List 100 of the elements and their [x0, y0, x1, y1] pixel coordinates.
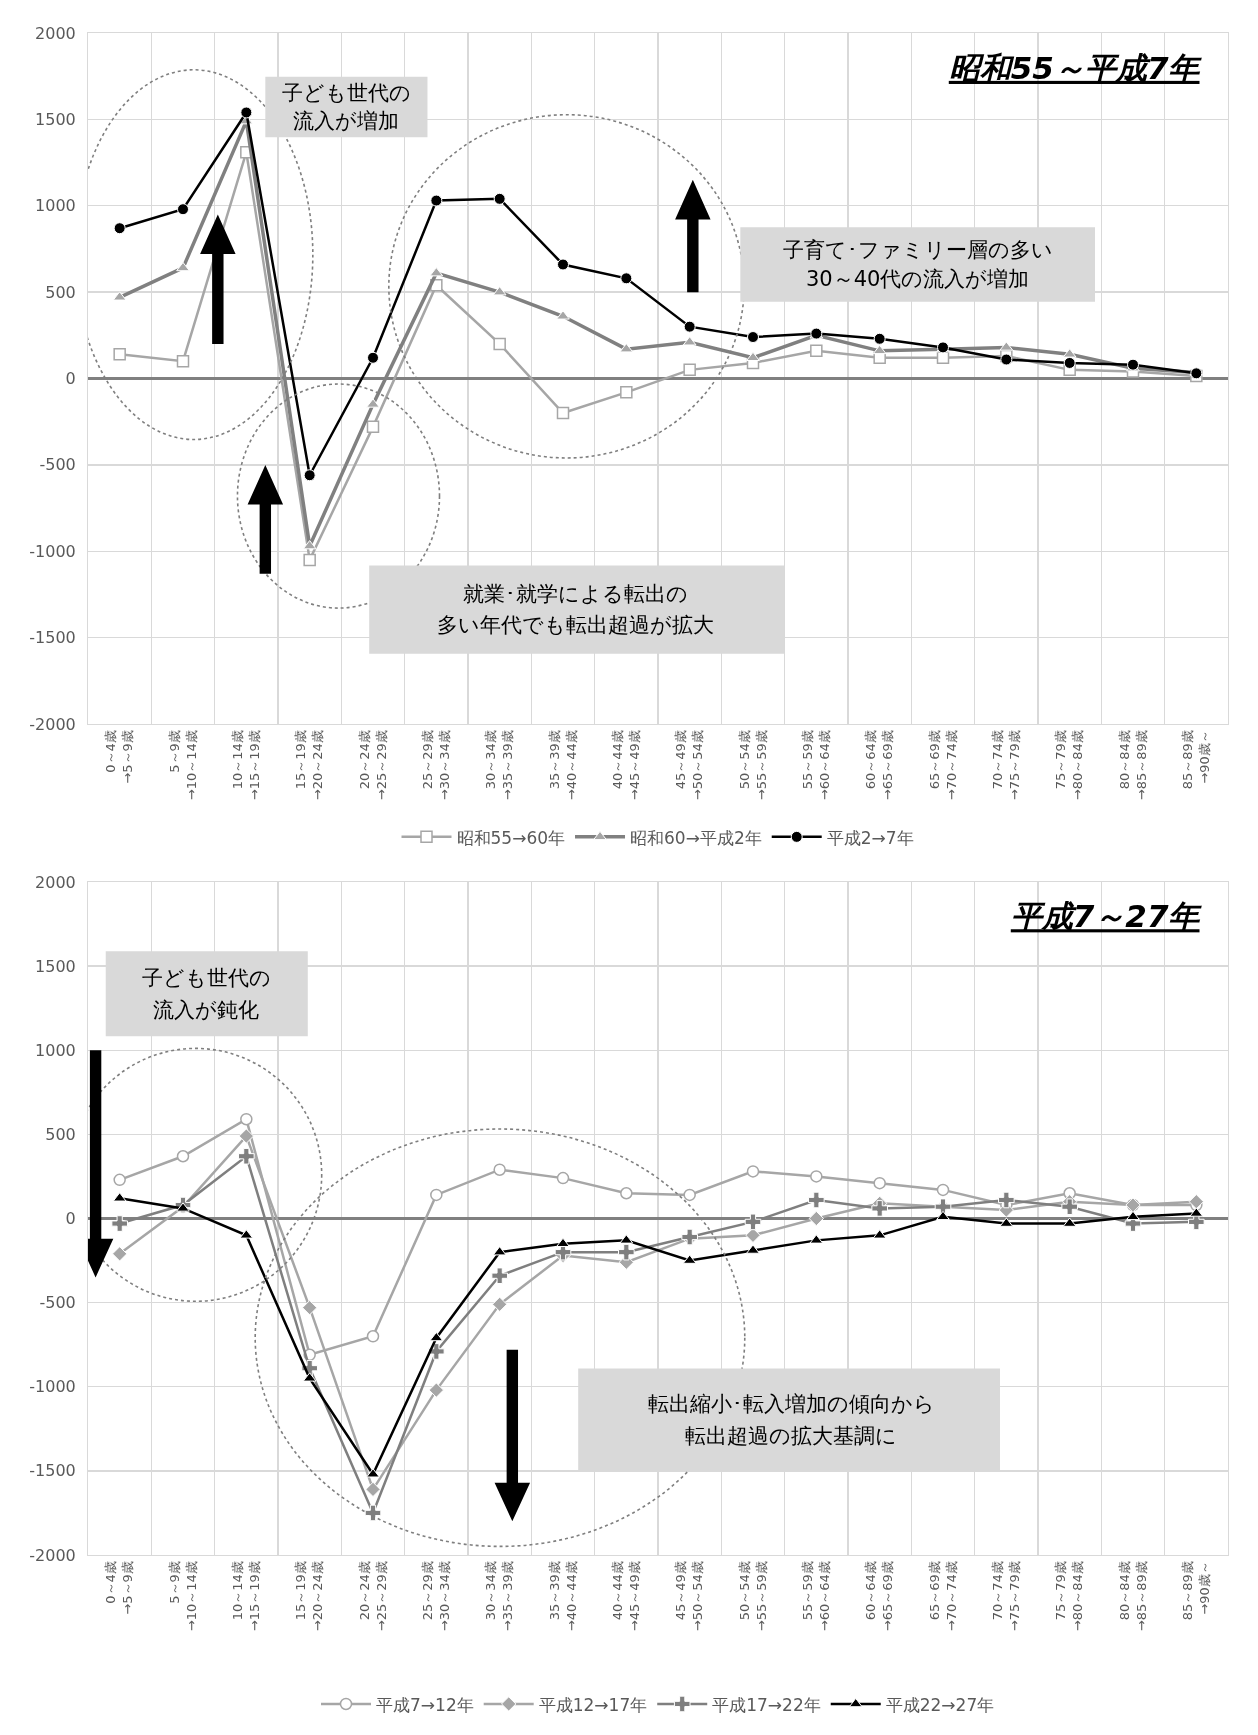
- legend-label: 昭和55→60年: [456, 827, 566, 848]
- point: [746, 351, 760, 362]
- x-tick-label: 55～59歳 →60～64歳: [800, 730, 833, 801]
- x-tick-label: 30～34歳 →35～39歳: [483, 1561, 516, 1632]
- point: [367, 351, 379, 364]
- y-tick-label: 500: [45, 282, 76, 302]
- x-tick-label: 80～84歳 →85～89歳: [1116, 1561, 1149, 1632]
- text: 平成7～27年: [1010, 898, 1203, 935]
- point: [113, 222, 126, 235]
- point: [873, 332, 886, 345]
- y-tick-label: 0: [65, 369, 76, 389]
- x-tick-label: 45～49歳 →50～54歳: [673, 1561, 706, 1632]
- point: [113, 348, 126, 361]
- x-tick-label: 40～44歳 →45～49歳: [610, 1561, 643, 1632]
- point: [176, 354, 190, 368]
- y-tick-label: -500: [39, 455, 76, 475]
- point: [556, 310, 570, 320]
- point: [746, 1165, 760, 1178]
- point: [810, 1170, 823, 1183]
- x-tick-label: 75～79歳 →80～84歳: [1053, 1561, 1086, 1632]
- point: [936, 1183, 950, 1197]
- annotation: 就業･就学による転出の: [463, 582, 688, 606]
- point: [177, 203, 189, 216]
- point: [365, 1481, 381, 1498]
- point: [808, 1210, 824, 1227]
- legend-label: 平成17→22年: [712, 1694, 821, 1715]
- x-tick-label: 65～69歳 →70～74歳: [926, 1561, 959, 1632]
- x-tick-label: 70～74歳 →75～79歳: [990, 1561, 1023, 1632]
- legend-label: 昭和60→平成2年: [630, 827, 762, 848]
- y-tick-label: 1000: [35, 196, 76, 216]
- x-tick-label: 5～9歳 →10～14歳: [166, 730, 199, 801]
- point: [238, 1128, 254, 1144]
- point: [1000, 353, 1013, 366]
- point: [556, 406, 570, 420]
- point: [240, 1112, 253, 1126]
- x-tick-label: 35～39歳 →40～44歳: [546, 730, 579, 801]
- x-tick-label: 55～59歳 →60～64歳: [800, 1561, 833, 1632]
- x-tick-label: 45～49歳 →50～54歳: [673, 730, 706, 801]
- point: [112, 1246, 128, 1262]
- annotation: 転出超過の拡大基調に: [685, 1424, 897, 1448]
- annotation: 転出縮小･転入増加の傾向から: [648, 1392, 935, 1416]
- point: [364, 1504, 382, 1522]
- point: [620, 1187, 633, 1200]
- y-tick-label: -2000: [29, 714, 76, 734]
- y-tick-label: -1500: [29, 1461, 76, 1481]
- legend-label: 平成12→17年: [538, 1694, 648, 1715]
- point: [303, 553, 316, 567]
- x-tick-label: 5～9歳 →10～14歳: [166, 1561, 199, 1632]
- annotation: 流入が増加: [293, 109, 399, 133]
- y-tick-label: 2000: [35, 23, 76, 43]
- point: [747, 331, 759, 344]
- x-tick-label: 0～4歳 →5～9歳: [103, 730, 136, 784]
- x-tick-label: 85～89歳 →90歳～: [1180, 1561, 1213, 1621]
- annotation: 多い年代でも転出超過が拡大: [437, 613, 714, 637]
- point: [1127, 358, 1139, 371]
- x-tick-label: 85～89歳 →90歳～: [1180, 730, 1213, 790]
- x-tick-label: 75～79歳 →80～84歳: [1053, 730, 1086, 801]
- point: [113, 1173, 126, 1187]
- x-tick-label: 25～29歳 →30～34歳: [420, 730, 453, 801]
- y-tick-label: -1000: [29, 1377, 76, 1397]
- point: [808, 1191, 825, 1209]
- annotation: 子ども世代の: [282, 81, 411, 105]
- point: [620, 386, 633, 399]
- x-tick-label: 80～84歳 →85～89歳: [1116, 730, 1149, 801]
- point: [366, 420, 380, 434]
- point: [240, 106, 253, 119]
- point: [746, 1244, 760, 1254]
- x-tick-label: 30～34歳 →35～39歳: [483, 730, 516, 801]
- text: 昭和55～平成7年: [948, 49, 1203, 86]
- x-tick-label: 60～64歳 →65～69歳: [863, 1561, 896, 1632]
- point: [493, 337, 506, 351]
- point: [1188, 1194, 1204, 1210]
- point: [998, 1191, 1015, 1209]
- point: [744, 1213, 762, 1231]
- point: [430, 1188, 443, 1202]
- x-tick-label: 0～4歳 →5～9歳: [103, 1561, 136, 1615]
- x-tick-label: 15～19歳 →20～24歳: [293, 730, 326, 801]
- point: [111, 1215, 128, 1232]
- point: [618, 1243, 635, 1261]
- point: [491, 1267, 508, 1285]
- point: [872, 344, 887, 355]
- y-tick-label: -1500: [29, 628, 76, 648]
- point: [810, 344, 823, 358]
- point: [556, 1237, 570, 1247]
- legend-label: 平成2→7年: [826, 827, 914, 848]
- point: [492, 1296, 508, 1312]
- y-tick-label: 1500: [35, 109, 76, 129]
- point: [303, 469, 316, 482]
- point: [873, 1176, 886, 1190]
- point: [176, 261, 190, 272]
- x-tick-label: 25～29歳 →30～34歳: [420, 1561, 453, 1632]
- x-tick-label: 10～14歳 →15～19歳: [230, 1561, 263, 1632]
- point: [428, 1382, 444, 1398]
- point: [366, 398, 380, 408]
- annotation: 子育て･ファミリー層の多い: [783, 238, 1053, 262]
- point: [936, 1210, 950, 1221]
- point: [429, 1331, 444, 1342]
- legend-label: 平成7→12年: [376, 1694, 474, 1715]
- point: [366, 1330, 380, 1343]
- y-tick-label: 1000: [35, 1040, 76, 1060]
